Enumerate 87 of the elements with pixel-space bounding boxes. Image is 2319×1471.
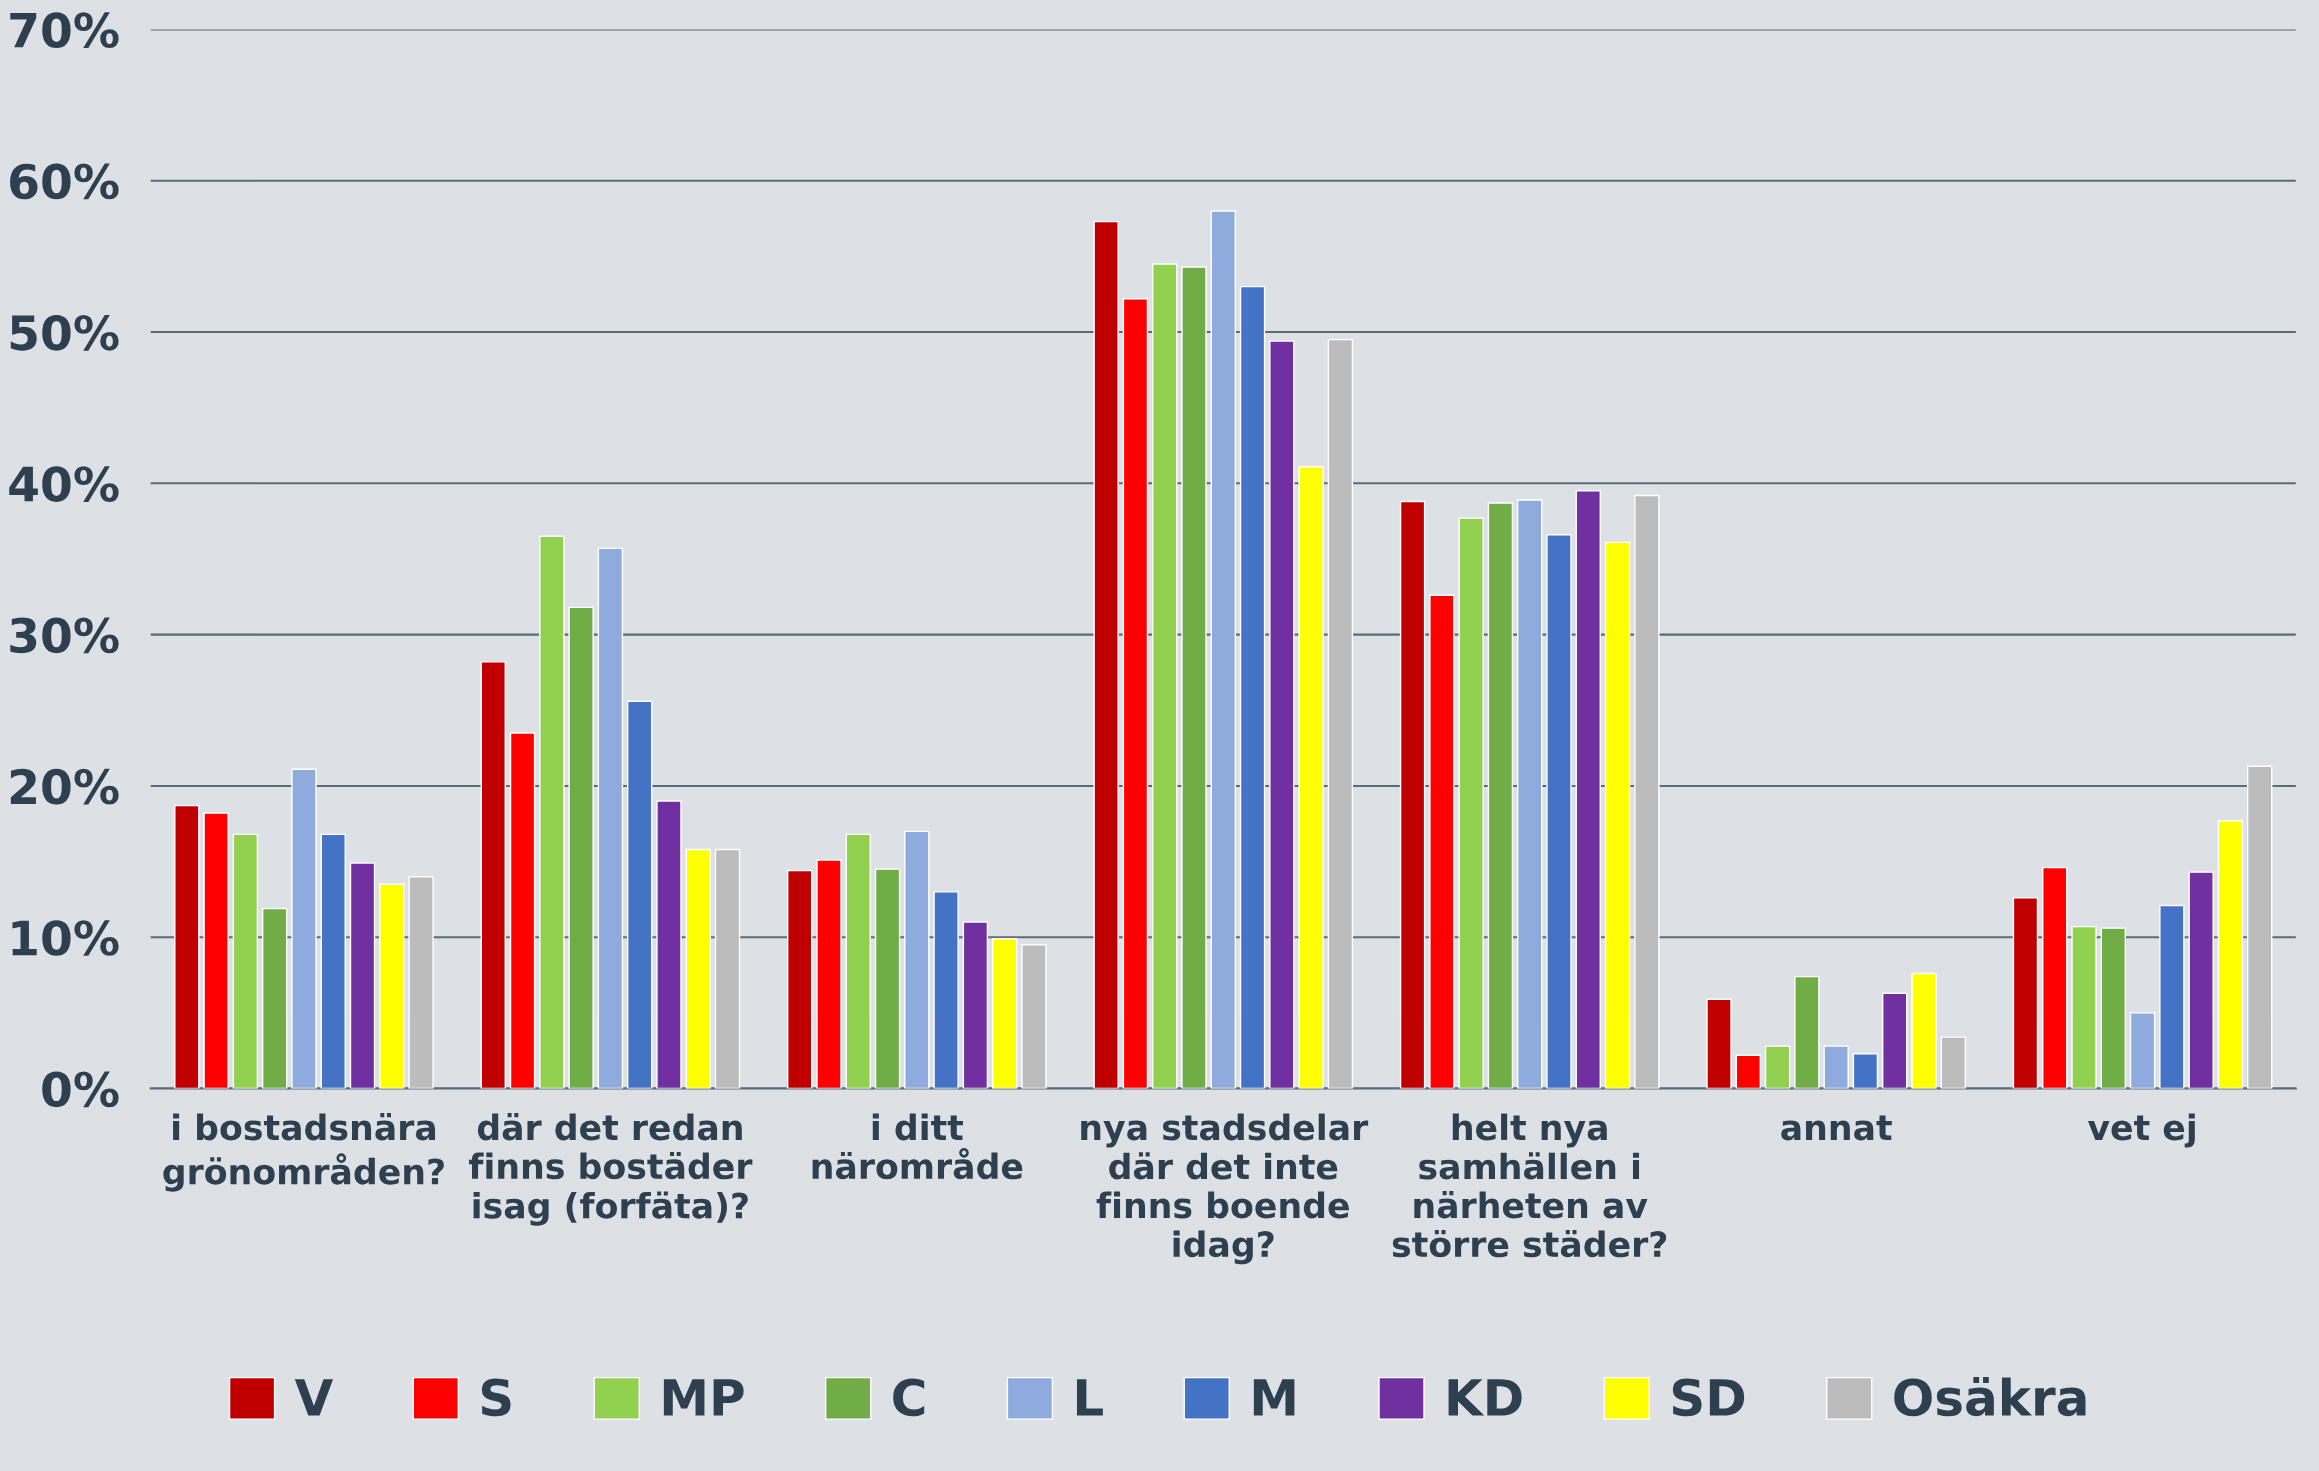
x-tick-label: i ditt närområde (812, 1113, 1023, 1180)
x-tick-label: i bostadsnära grönområden? (163, 1113, 444, 1192)
bar (1487, 502, 1514, 1089)
bar (1021, 944, 1047, 1089)
bar (2071, 925, 2097, 1089)
bar (1429, 594, 1455, 1089)
y-tick-label: 50% (10, 314, 119, 351)
bar (1823, 1045, 1849, 1089)
bar (379, 883, 405, 1089)
bar (1575, 490, 1601, 1089)
y-tick-label: 30% (10, 617, 119, 654)
bar (1546, 534, 1572, 1089)
bar (1852, 1053, 1879, 1089)
legend-label: M (1253, 1379, 1295, 1416)
bar (1239, 285, 1266, 1089)
bar (232, 833, 259, 1089)
y-tick-label: 60% (10, 163, 119, 200)
bar (174, 804, 200, 1089)
y-tick-label: 40% (9, 466, 119, 502)
bar (2247, 765, 2273, 1089)
bar (2159, 904, 2185, 1089)
y-tick-label: 20% (10, 768, 119, 805)
bar (2188, 871, 2214, 1089)
bar (1327, 338, 1354, 1089)
legend-label: S (481, 1378, 511, 1417)
bar (1794, 975, 1820, 1089)
bar (203, 812, 229, 1089)
bar (1706, 998, 1732, 1089)
legend-label: KD (1448, 1379, 1522, 1416)
bar (1634, 494, 1660, 1089)
bar (2042, 866, 2068, 1089)
y-tick-label: 0% (42, 1071, 119, 1108)
x-tick-label: nya stadsdelar där det inte finns boende idag? (1081, 1113, 1369, 1265)
bar (1940, 1036, 1966, 1089)
bar (568, 606, 594, 1089)
y-tick-label: 70% (10, 12, 119, 49)
legend-label: SD (1672, 1378, 1745, 1417)
bar (1210, 210, 1236, 1089)
bar (539, 535, 565, 1089)
bar (2217, 820, 2244, 1089)
bar (1911, 972, 1937, 1089)
legend-label: C (893, 1378, 925, 1417)
bar (1181, 266, 1207, 1089)
bar (787, 869, 813, 1089)
bar (845, 833, 871, 1089)
bar (714, 848, 741, 1089)
bar (408, 876, 434, 1089)
x-tick-label: annat (1781, 1115, 1892, 1141)
legend-label: V (294, 1379, 334, 1416)
bar (1735, 1054, 1762, 1089)
bar (349, 862, 376, 1089)
bar (904, 830, 930, 1089)
bar (874, 868, 901, 1089)
bar (991, 938, 1018, 1089)
legend-label: MP (663, 1379, 744, 1416)
bar (933, 891, 959, 1089)
x-tick-label: vet ej (2087, 1113, 2195, 1148)
bar (1399, 500, 1426, 1089)
bar (320, 833, 346, 1089)
legend-label: L (1076, 1379, 1103, 1416)
bar (816, 859, 842, 1089)
bar (2100, 927, 2127, 1089)
bar (1764, 1045, 1791, 1089)
bar (962, 921, 989, 1089)
bar (509, 732, 536, 1089)
bar (480, 661, 506, 1089)
bar (1122, 298, 1149, 1089)
bar (1298, 465, 1324, 1089)
y-tick-label: 10% (12, 920, 119, 956)
bar (2012, 897, 2039, 1089)
bar (685, 848, 711, 1089)
bar (1882, 992, 1908, 1089)
bar (1458, 517, 1484, 1089)
bar (1269, 340, 1295, 1089)
bar (1517, 499, 1543, 1089)
bar (1093, 220, 1119, 1089)
bar (1152, 263, 1178, 1089)
legend-label: Osäkra (1894, 1376, 2086, 1417)
bar (1604, 541, 1631, 1089)
bar (2129, 1012, 2156, 1089)
bar (291, 768, 317, 1089)
x-tick-label: där det redan finns bostäder isag (forfäta)? (468, 1113, 753, 1226)
bar (626, 700, 653, 1089)
bar (597, 547, 624, 1089)
bar (656, 800, 682, 1089)
x-tick-label: helt nya samhällen i närheten av större städer? (1392, 1113, 1667, 1258)
bar (261, 907, 288, 1089)
